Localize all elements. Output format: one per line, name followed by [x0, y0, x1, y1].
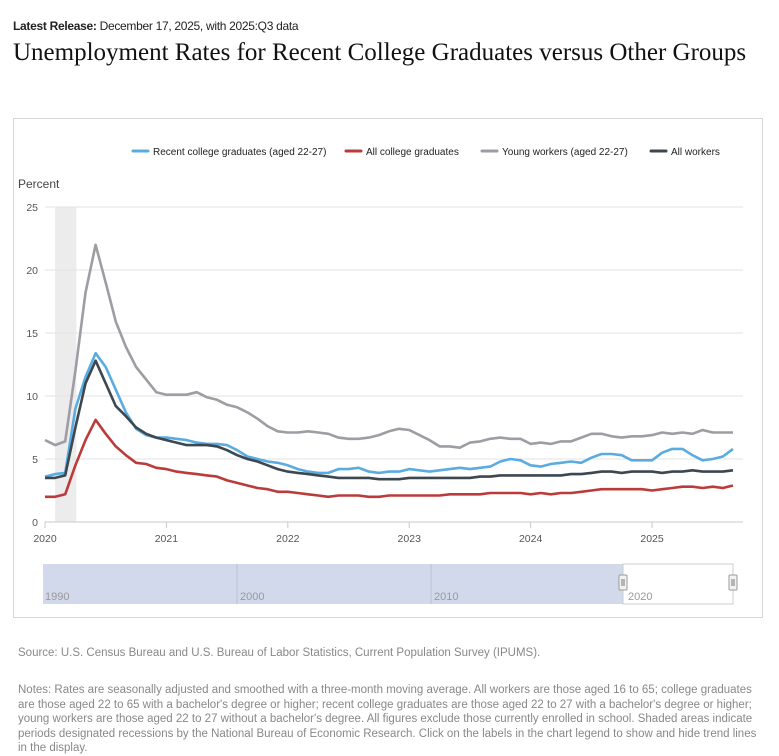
x-tick-label: 2025 — [640, 533, 664, 545]
notes-text: Notes: Rates are seasonally adjusted and… — [18, 684, 757, 754]
y-tick-label: 10 — [26, 391, 38, 403]
source-text: Source: U.S. Census Bureau and U.S. Bure… — [18, 647, 541, 659]
y-tick-label: 5 — [32, 454, 38, 466]
y-tick-label: 15 — [26, 328, 38, 340]
series-line-2 — [44, 243, 733, 449]
series-line-3 — [45, 359, 734, 481]
release-text: December 17, 2025, with 2025:Q3 data — [99, 19, 299, 33]
x-tick-label: 2024 — [519, 533, 543, 545]
navigator-selected-range[interactable] — [622, 563, 734, 605]
y-axis-label: Percent — [18, 177, 60, 191]
legend-item[interactable]: All college graduates — [366, 147, 459, 158]
legend-item[interactable]: Recent college graduates (aged 22-27) — [153, 147, 326, 158]
legend-item[interactable]: Young workers (aged 22-27) — [502, 147, 628, 158]
series-line-1 — [45, 418, 734, 499]
navigator-handle-left[interactable] — [618, 574, 628, 591]
x-tick-label: 2023 — [398, 533, 422, 545]
x-tick-label: 2021 — [155, 533, 179, 545]
series-line-0 — [44, 351, 734, 478]
x-tick-label: 2020 — [33, 533, 57, 545]
navigator-label: 2010 — [434, 591, 458, 603]
y-tick-label: 0 — [32, 517, 38, 529]
y-tick-label: 20 — [26, 265, 38, 277]
y-tick-label: 25 — [26, 202, 38, 214]
navigator-label: 2000 — [240, 591, 264, 603]
navigator-handle-right[interactable] — [728, 574, 738, 591]
navigator-unselected[interactable] — [43, 564, 623, 604]
navigator-label: 2020 — [628, 591, 652, 603]
navigator-label: 1990 — [45, 591, 69, 603]
page-title: Unemployment Rates for Recent College Gr… — [13, 39, 747, 66]
release-info: Latest Release: December 17, 2025, with … — [13, 19, 299, 33]
x-tick-label: 2022 — [276, 533, 300, 545]
chart-frame — [13, 118, 763, 618]
release-label: Latest Release: — [13, 19, 97, 33]
legend-item[interactable]: All workers — [671, 147, 720, 158]
